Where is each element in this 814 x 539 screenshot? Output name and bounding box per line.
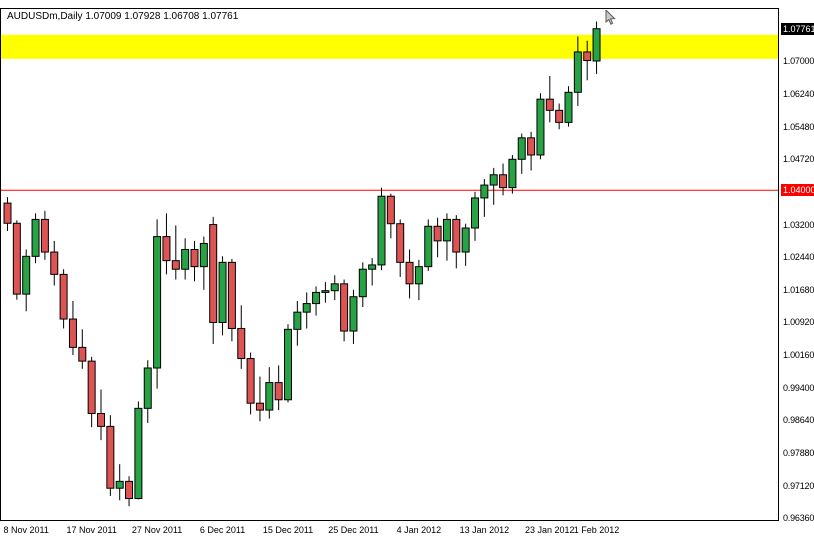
candle-body[interactable] — [237, 327, 246, 360]
price-tick-label: 1.07000 — [783, 56, 814, 67]
candle-body[interactable] — [386, 195, 395, 225]
candle-body[interactable] — [330, 283, 339, 292]
price-tick-label: 0.98640 — [783, 415, 814, 426]
candle-body[interactable] — [153, 236, 162, 369]
candle-body[interactable] — [508, 158, 517, 189]
date-tick-label: 25 Dec 2011 — [328, 525, 379, 535]
candle-body[interactable] — [396, 223, 405, 263]
price-tick-label: 1.06240 — [783, 89, 814, 100]
candle-body[interactable] — [190, 248, 199, 268]
date-tick-label: 4 Jan 2012 — [396, 525, 442, 535]
candle-body[interactable] — [564, 91, 573, 123]
date-tick-label: 27 Nov 2011 — [131, 525, 183, 535]
candle-body[interactable] — [134, 407, 143, 500]
candle-body[interactable] — [106, 425, 115, 489]
price-tick-label: 0.99400 — [783, 382, 814, 393]
candle-body[interactable] — [255, 402, 264, 411]
hline-price-tag: 1.04000 — [781, 184, 814, 197]
candle-body[interactable] — [199, 242, 208, 268]
candle-body[interactable] — [87, 360, 96, 415]
price-scale-axis[interactable]: 1.07000 1.06240 1.05480 1.04720 1.03200 1.024… — [781, 0, 814, 539]
candle-body[interactable] — [162, 236, 171, 262]
candle-body[interactable] — [555, 109, 564, 123]
candle-body[interactable] — [480, 184, 489, 199]
current-price-tag: 1.07761 — [781, 22, 814, 35]
candle-body[interactable] — [284, 328, 292, 401]
candle-body[interactable] — [59, 273, 68, 320]
candle-body[interactable] — [368, 264, 377, 270]
candle-body[interactable] — [312, 291, 321, 305]
candle-body[interactable] — [424, 225, 433, 268]
candle-body[interactable] — [545, 98, 554, 111]
time-scale-axis[interactable]: 8 Nov 2011 17 Nov 2011 27 Nov 2011 6 Dec 20… — [0, 523, 780, 539]
candle-body[interactable] — [499, 174, 508, 189]
candle-body[interactable] — [218, 261, 227, 323]
candle-body[interactable] — [471, 197, 479, 229]
candle-body[interactable] — [68, 318, 77, 348]
candle-body[interactable] — [573, 51, 582, 93]
candlestick-chart-svg[interactable] — [1, 9, 778, 520]
candle-body[interactable] — [22, 255, 31, 295]
candle-body[interactable] — [536, 98, 545, 156]
candle-body[interactable] — [527, 137, 536, 156]
candle-body[interactable] — [31, 218, 40, 257]
candle-body[interactable] — [377, 195, 386, 266]
price-tick-label: 0.96360 — [783, 513, 814, 524]
price-tick-label: 1.02440 — [783, 252, 814, 263]
candle-body[interactable] — [293, 311, 302, 330]
price-tick-label: 1.00920 — [783, 317, 814, 328]
price-tick-label: 0.97880 — [783, 448, 814, 458]
date-tick-label: 1 Feb 2012 — [573, 525, 620, 535]
candle-body[interactable] — [433, 225, 442, 242]
candle-body[interactable] — [125, 480, 134, 500]
date-tick-label: 23 Jan 2012 — [525, 525, 575, 535]
candle-body[interactable] — [321, 290, 330, 293]
candle-body[interactable] — [340, 283, 349, 332]
price-tick-label: 1.03200 — [783, 219, 814, 230]
candle-body[interactable] — [405, 261, 414, 285]
price-tick-label: 0.97120 — [783, 480, 814, 491]
candle-body[interactable] — [78, 346, 87, 362]
candle-body[interactable] — [517, 137, 526, 160]
candle-body[interactable] — [227, 261, 236, 329]
date-tick-label: 15 Dec 2011 — [262, 525, 314, 535]
candle-body[interactable] — [209, 224, 218, 323]
candle-body[interactable] — [97, 413, 105, 427]
candle-body[interactable] — [171, 260, 180, 270]
candle-body[interactable] — [583, 51, 592, 62]
candle-body[interactable] — [592, 28, 601, 62]
price-chart-area[interactable]: AUDUSDm,Daily 1.07009 1.07928 1.06708 1.… — [0, 8, 779, 521]
candle-body[interactable] — [265, 382, 274, 411]
candle-body[interactable] — [12, 222, 21, 295]
candle-body[interactable] — [246, 358, 255, 404]
candle-body[interactable] — [489, 174, 498, 186]
price-tick-label: 1.00160 — [783, 350, 814, 361]
price-tick-label: 1.01680 — [783, 284, 814, 295]
candle-body[interactable] — [115, 480, 124, 489]
date-tick-label: 6 Dec 2011 — [199, 525, 246, 535]
price-tick-label: 1.05480 — [783, 121, 814, 132]
date-tick-label: 8 Nov 2011 — [3, 525, 49, 535]
candle-body[interactable] — [181, 248, 190, 270]
candle-body[interactable] — [461, 227, 470, 253]
candle-body[interactable] — [3, 202, 12, 224]
candle-body[interactable] — [40, 218, 49, 253]
date-tick-label: 13 Jan 2012 — [459, 525, 510, 535]
date-tick-label: 17 Nov 2011 — [66, 525, 117, 535]
highlight-band[interactable] — [1, 34, 778, 59]
symbol-ohlc-title: AUDUSDm,Daily 1.07009 1.07928 1.06708 1.… — [7, 11, 239, 22]
candle-body[interactable] — [143, 367, 152, 409]
candle-body[interactable] — [358, 268, 367, 298]
candle-body[interactable] — [302, 303, 311, 313]
candle-body[interactable] — [349, 296, 358, 332]
candle-body[interactable] — [50, 251, 59, 275]
candle-body[interactable] — [414, 266, 423, 285]
price-tick-label: 1.04720 — [783, 154, 814, 165]
candle-body[interactable] — [274, 382, 283, 401]
candle-body[interactable] — [442, 218, 451, 242]
candle-body[interactable] — [452, 218, 461, 253]
